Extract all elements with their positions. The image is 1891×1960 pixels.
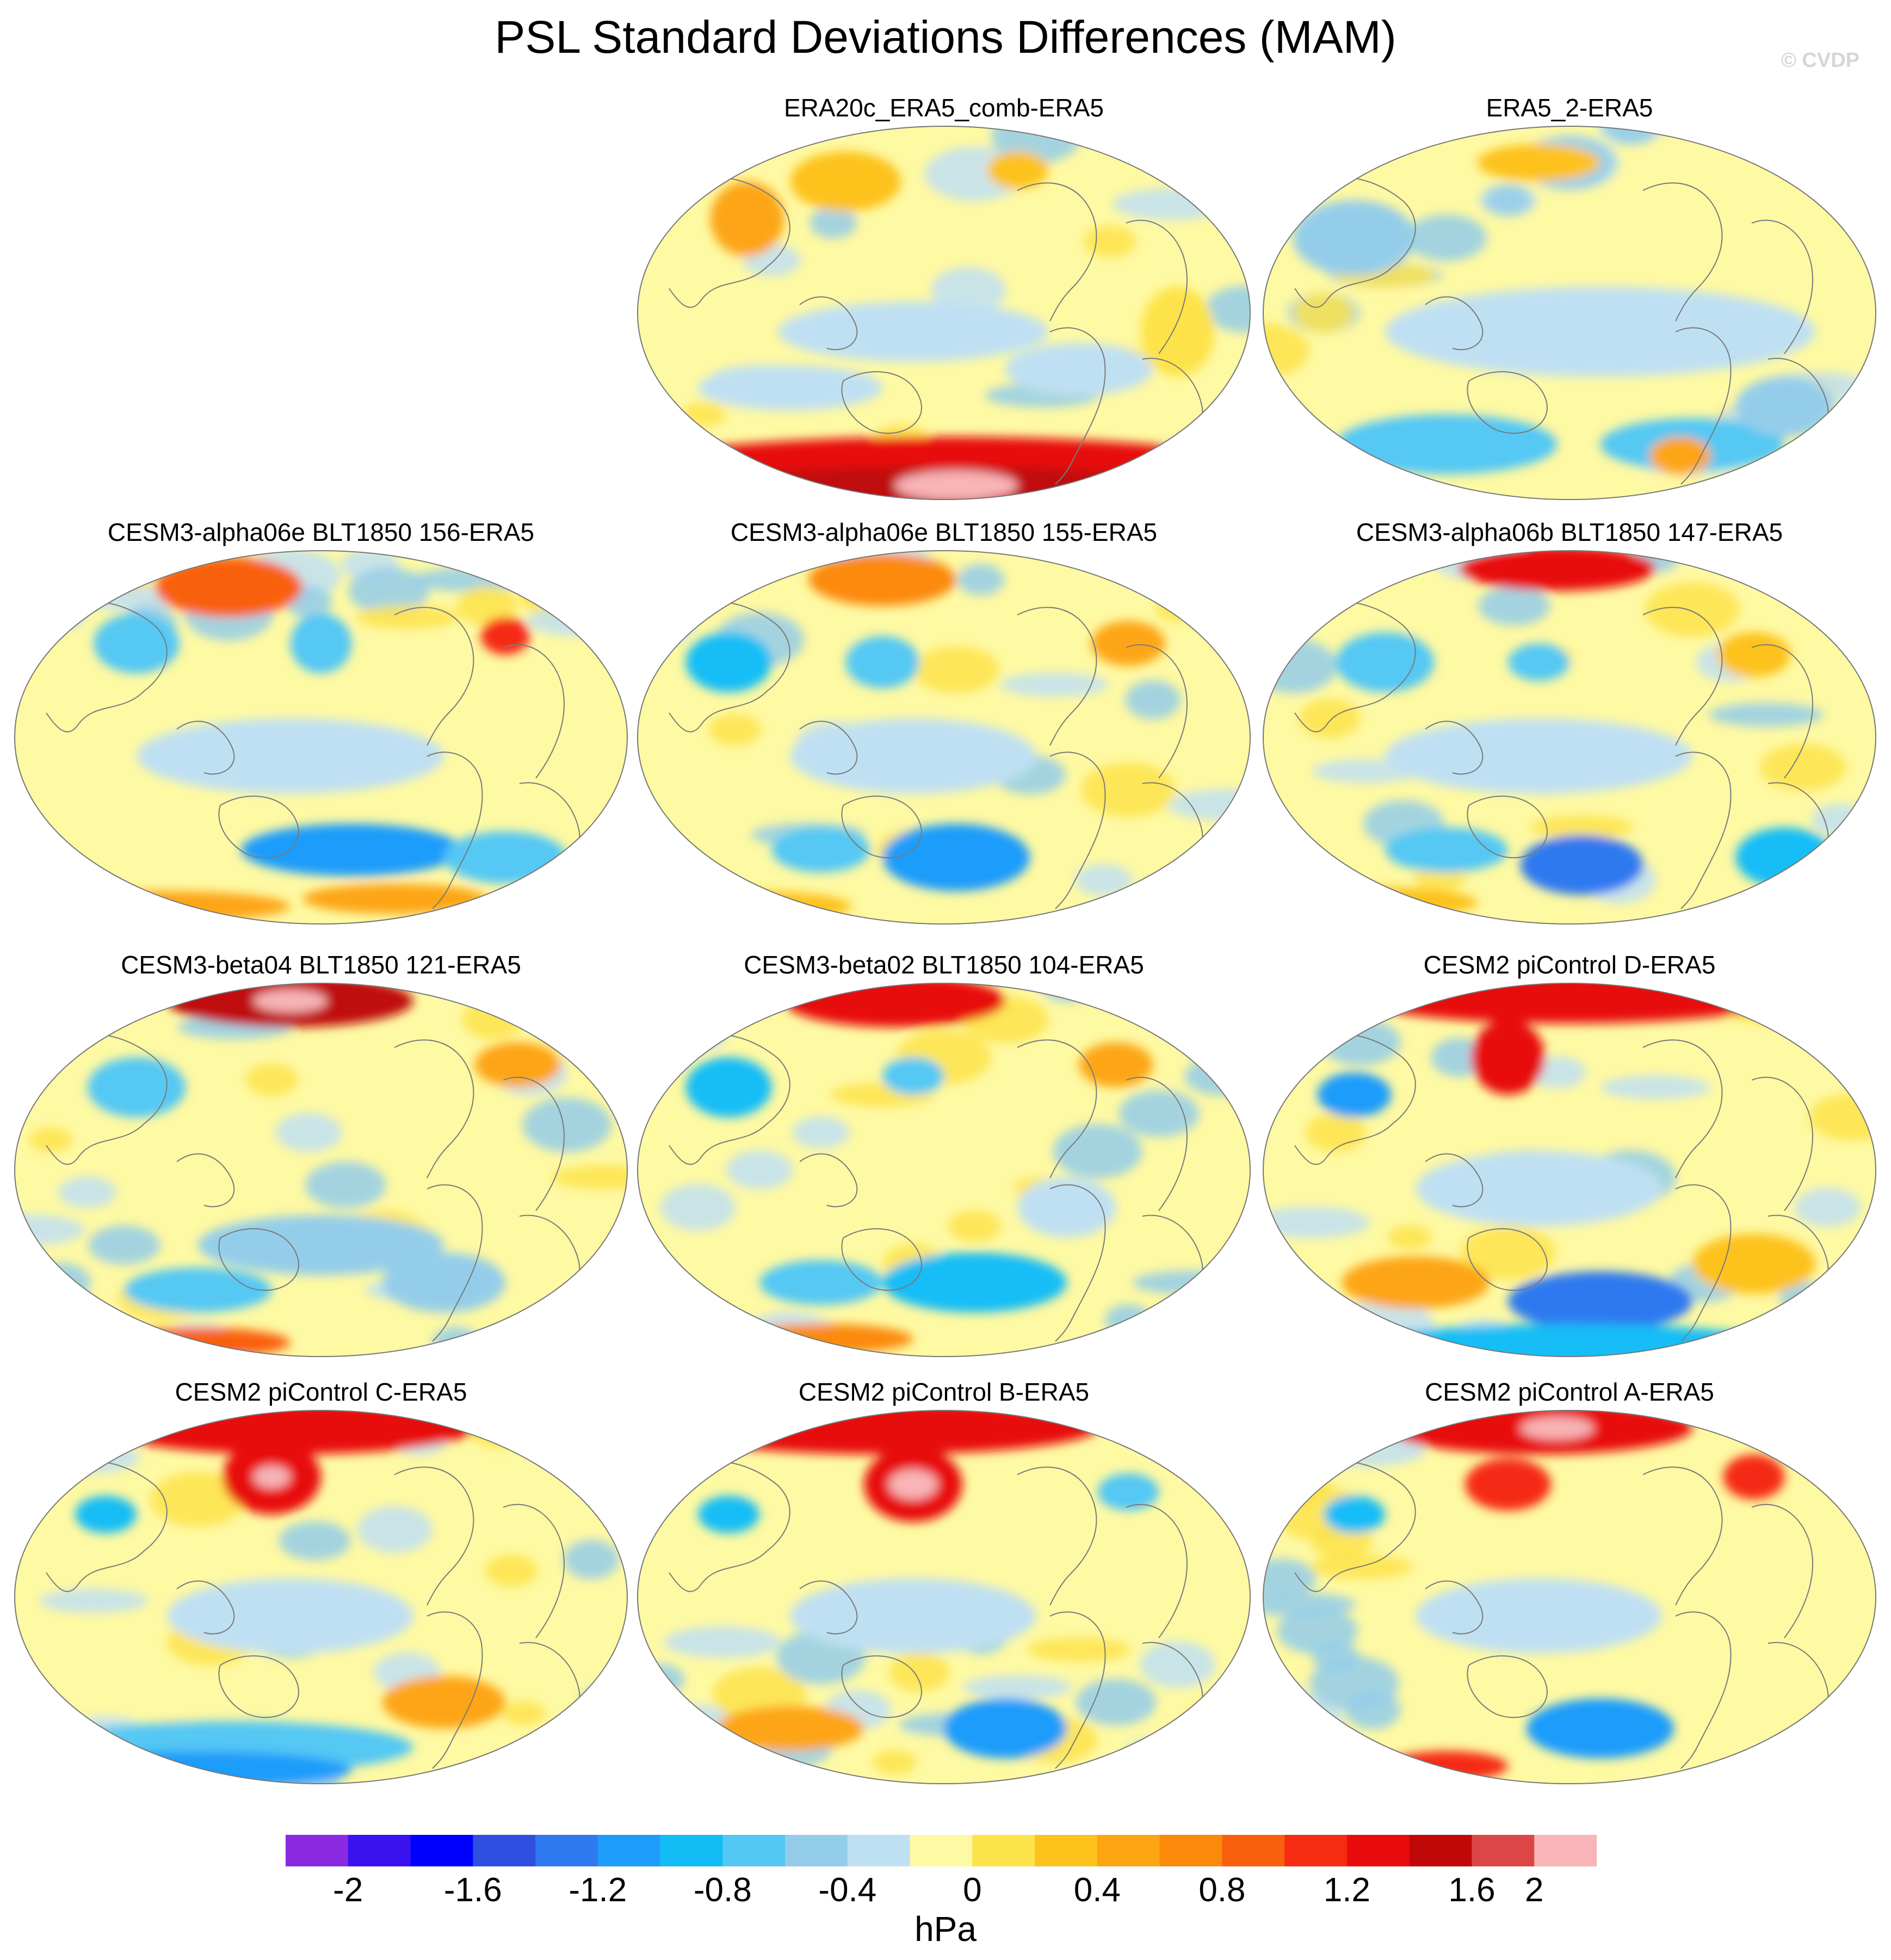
colorbar-swatch bbox=[473, 1835, 536, 1866]
robinson-map bbox=[637, 983, 1251, 1357]
colorbar-swatch bbox=[972, 1835, 1035, 1866]
panel-title: CESM3-beta02 BLT1850 104-ERA5 bbox=[744, 951, 1144, 979]
panel-title: CESM2 piControl B-ERA5 bbox=[798, 1378, 1090, 1406]
colorbar-swatch bbox=[1284, 1835, 1348, 1866]
map-panel: CESM3-beta02 BLT1850 104-ERA5 bbox=[631, 950, 1257, 1385]
colorbar-swatch bbox=[1035, 1835, 1098, 1866]
colorbar-tick-label: -1.6 bbox=[443, 1871, 502, 1909]
colorbar-tick-label: -0.4 bbox=[818, 1871, 877, 1909]
colorbar-tick-label: 0 bbox=[963, 1871, 982, 1909]
panel-title: CESM2 piControl C-ERA5 bbox=[175, 1378, 467, 1406]
robinson-map bbox=[1263, 1410, 1876, 1784]
map-panel: CESM2 piControl C-ERA5 bbox=[8, 1377, 634, 1812]
colorbar-swatch bbox=[286, 1835, 349, 1866]
panel-title: CESM2 piControl D-ERA5 bbox=[1423, 951, 1716, 979]
map-panel: ERA20c_ERA5_comb-ERA5 bbox=[631, 93, 1257, 528]
panel-title: CESM3-alpha06e BLT1850 155-ERA5 bbox=[730, 518, 1158, 546]
colorbar-tick-label: -0.8 bbox=[693, 1871, 752, 1909]
colorbar-tick-label: -2 bbox=[333, 1871, 363, 1909]
colorbar-tick-label: 1.2 bbox=[1323, 1871, 1371, 1909]
map-panel: CESM2 piControl D-ERA5 bbox=[1257, 950, 1882, 1385]
colorbar-tick-label: 0.8 bbox=[1198, 1871, 1246, 1909]
colorbar-swatch bbox=[847, 1835, 911, 1866]
robinson-map bbox=[1263, 983, 1876, 1357]
map-panel: CESM2 piControl B-ERA5 bbox=[631, 1377, 1257, 1812]
map-panel: CESM2 piControl A-ERA5 bbox=[1257, 1377, 1882, 1812]
colorbar-swatch bbox=[1409, 1835, 1472, 1866]
map-panel: CESM3-alpha06b BLT1850 147-ERA5 bbox=[1257, 517, 1882, 952]
robinson-map bbox=[1263, 550, 1876, 924]
colorbar-tick-label: -1.2 bbox=[568, 1871, 627, 1909]
robinson-map bbox=[637, 550, 1251, 924]
map-panel: CESM3-alpha06e BLT1850 155-ERA5 bbox=[631, 517, 1257, 952]
colorbar-tick-label: 0.4 bbox=[1073, 1871, 1121, 1909]
robinson-map bbox=[1263, 126, 1876, 500]
colorbar-swatch bbox=[660, 1835, 723, 1866]
panel-title: CESM2 piControl A-ERA5 bbox=[1425, 1378, 1714, 1406]
panel-title: ERA5_2-ERA5 bbox=[1486, 94, 1653, 122]
colorbar-swatch bbox=[410, 1835, 473, 1866]
cvdp-watermark: © CVDP bbox=[1781, 49, 1859, 72]
robinson-map bbox=[637, 126, 1251, 500]
map-panel: CESM3-beta04 BLT1850 121-ERA5 bbox=[8, 950, 634, 1385]
map-panel: CESM3-alpha06e BLT1850 156-ERA5 bbox=[8, 517, 634, 952]
colorbar-swatch bbox=[1534, 1835, 1597, 1866]
colorbar-tick-label: 1.6 bbox=[1448, 1871, 1496, 1909]
colorbar-swatch bbox=[785, 1835, 848, 1866]
panel-title: CESM3-alpha06b BLT1850 147-ERA5 bbox=[1356, 518, 1783, 546]
colorbar-tick-label: 2 bbox=[1524, 1871, 1544, 1909]
panel-title: CESM3-alpha06e BLT1850 156-ERA5 bbox=[107, 518, 535, 546]
colorbar-swatch bbox=[597, 1835, 661, 1866]
colorbar-swatch bbox=[348, 1835, 411, 1866]
colorbar-swatch bbox=[910, 1835, 973, 1866]
map-panel: ERA5_2-ERA5 bbox=[1257, 93, 1882, 528]
robinson-map bbox=[14, 1410, 628, 1784]
colorbar-units: hPa bbox=[914, 1909, 977, 1949]
colorbar-swatch bbox=[1472, 1835, 1535, 1866]
colorbar-swatch bbox=[1097, 1835, 1160, 1866]
figure-title: PSL Standard Deviations Differences (MAM… bbox=[495, 11, 1396, 63]
robinson-map bbox=[637, 1410, 1251, 1784]
robinson-map bbox=[14, 983, 628, 1357]
colorbar-swatch bbox=[722, 1835, 786, 1866]
colorbar bbox=[286, 1835, 1597, 1866]
colorbar-swatch bbox=[1222, 1835, 1285, 1866]
colorbar-swatch bbox=[1346, 1835, 1410, 1866]
panel-title: ERA20c_ERA5_comb-ERA5 bbox=[783, 94, 1104, 122]
colorbar-swatch bbox=[1159, 1835, 1222, 1866]
panel-title: CESM3-beta04 BLT1850 121-ERA5 bbox=[121, 951, 521, 979]
robinson-map bbox=[14, 550, 628, 924]
colorbar-swatch bbox=[535, 1835, 598, 1866]
